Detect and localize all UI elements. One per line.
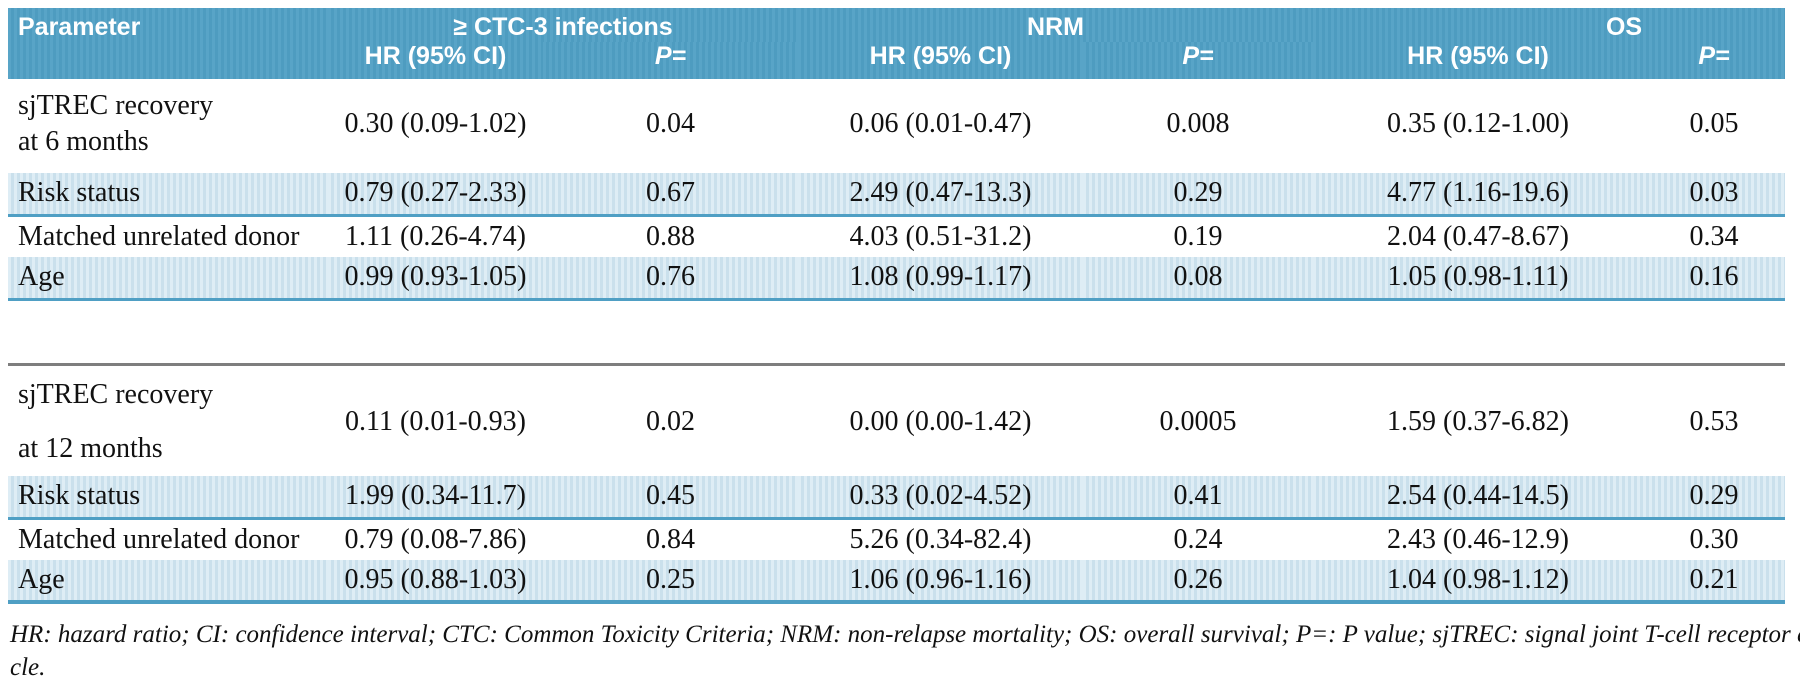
table-row: Matched unrelated donor 1.11 (0.26-4.74)…	[8, 215, 1786, 257]
hr-ci-cell: 0.95 (0.88-1.03)	[328, 560, 543, 604]
footnote-line-1: HR: hazard ratio; CI: confidence interva…	[10, 621, 1800, 648]
hr-ci-cell: 1.05 (0.98-1.11)	[1313, 257, 1644, 301]
table-row: sjTREC recovery at 6 months 0.30 (0.09-1…	[8, 79, 1786, 173]
p-value-cell: 0.45	[543, 476, 799, 520]
column-header-p-3: P=	[1643, 42, 1786, 79]
parameter-line-2: at 12 months	[18, 433, 163, 464]
group-header-os: OS	[1313, 8, 1786, 42]
p-value-cell: 0.21	[1643, 560, 1786, 604]
p-value-cell: 0.03	[1643, 173, 1786, 217]
parameter-cell: Age	[8, 560, 328, 604]
hr-ci-cell: 2.49 (0.47-13.3)	[798, 173, 1084, 217]
p-value-cell: 0.24	[1083, 518, 1314, 560]
column-header-p-2: P=	[1083, 42, 1314, 79]
table-row: Age 0.99 (0.93-1.05) 0.76 1.08 (0.99-1.1…	[8, 257, 1786, 301]
group-header-nrm: NRM	[798, 8, 1314, 42]
p-value-cell: 0.53	[1643, 368, 1786, 476]
cox-regression-table: Parameter ≥ CTC-3 infections NRM OS HR (…	[8, 8, 1786, 604]
hr-ci-cell: 1.11 (0.26-4.74)	[328, 215, 543, 257]
hr-ci-cell: 1.59 (0.37-6.82)	[1313, 368, 1644, 476]
hr-ci-cell: 2.54 (0.44-14.5)	[1313, 476, 1644, 520]
hr-ci-cell: 2.43 (0.46-12.9)	[1313, 518, 1644, 560]
parameter-cell: Risk status	[8, 476, 328, 520]
header-row-columns: HR (95% CI) P= HR (95% CI) P= HR (95% CI…	[8, 42, 1786, 79]
p-value-cell: 0.08	[1083, 257, 1314, 301]
p-value-cell: 0.67	[543, 173, 799, 217]
table-row: Risk status 0.79 (0.27-2.33) 0.67 2.49 (…	[8, 173, 1786, 217]
table-row: Risk status 1.99 (0.34-11.7) 0.45 0.33 (…	[8, 476, 1786, 520]
p-value-cell: 0.88	[543, 215, 799, 257]
parameter-line-1: sjTREC recovery	[18, 379, 214, 410]
hr-ci-cell: 0.30 (0.09-1.02)	[328, 79, 543, 173]
hr-ci-cell: 4.77 (1.16-19.6)	[1313, 173, 1644, 217]
p-value-cell: 0.29	[1643, 476, 1786, 520]
hr-ci-cell: 0.00 (0.00-1.42)	[798, 368, 1084, 476]
section-divider	[8, 299, 1786, 366]
table-row: Matched unrelated donor 0.79 (0.08-7.86)…	[8, 518, 1786, 560]
parameter-cell: sjTREC recovery at 12 months	[8, 368, 328, 476]
hr-ci-cell: 4.03 (0.51-31.2)	[798, 215, 1084, 257]
table-header: Parameter ≥ CTC-3 infections NRM OS HR (…	[8, 8, 1786, 79]
p-value-cell: 0.41	[1083, 476, 1314, 520]
parameter-cell: Matched unrelated donor	[8, 518, 328, 560]
table-row: sjTREC recovery at 12 months 0.11 (0.01-…	[8, 368, 1786, 476]
p-value-cell: 0.16	[1643, 257, 1786, 301]
p-value-cell: 0.76	[543, 257, 799, 301]
column-header-hr-ci-1: HR (95% CI)	[328, 42, 543, 79]
parameter-line-1: sjTREC recovery	[18, 90, 214, 121]
column-header-p-1: P=	[543, 42, 799, 79]
hr-ci-cell: 0.11 (0.01-0.93)	[328, 368, 543, 476]
p-value-cell: 0.008	[1083, 79, 1314, 173]
p-value-cell: 0.04	[543, 79, 799, 173]
footnote-line-2: cle.	[10, 654, 46, 681]
column-header-hr-ci-3: HR (95% CI)	[1313, 42, 1644, 79]
parameter-line-2: at 6 months	[18, 126, 149, 157]
hr-ci-cell: 0.06 (0.01-0.47)	[798, 79, 1084, 173]
p-value-cell: 0.34	[1643, 215, 1786, 257]
hr-ci-cell: 1.99 (0.34-11.7)	[328, 476, 543, 520]
column-header-hr-ci-2: HR (95% CI)	[798, 42, 1084, 79]
p-value-cell: 0.84	[543, 518, 799, 560]
p-value-cell: 0.30	[1643, 518, 1786, 560]
footnote: HR: hazard ratio; CI: confidence interva…	[10, 618, 1800, 684]
hr-ci-cell: 1.08 (0.99-1.17)	[798, 257, 1084, 301]
p-value-cell: 0.25	[543, 560, 799, 604]
hr-ci-cell: 0.99 (0.93-1.05)	[328, 257, 543, 301]
hr-ci-cell: 5.26 (0.34-82.4)	[798, 518, 1084, 560]
parameter-cell: Matched unrelated donor	[8, 215, 328, 257]
hr-ci-cell: 0.79 (0.27-2.33)	[328, 173, 543, 217]
p-value-cell: 0.29	[1083, 173, 1314, 217]
p-value-cell: 0.05	[1643, 79, 1786, 173]
hr-ci-cell: 1.06 (0.96-1.16)	[798, 560, 1084, 604]
hr-ci-cell: 0.35 (0.12-1.00)	[1313, 79, 1644, 173]
hr-ci-cell: 0.79 (0.08-7.86)	[328, 518, 543, 560]
hr-ci-cell: 1.04 (0.98-1.12)	[1313, 560, 1644, 604]
p-value-cell: 0.0005	[1083, 368, 1314, 476]
p-value-cell: 0.26	[1083, 560, 1314, 604]
table-row: Age 0.95 (0.88-1.03) 0.25 1.06 (0.96-1.1…	[8, 560, 1786, 604]
section-divider-spacer	[8, 364, 1786, 368]
parameter-cell: Age	[8, 257, 328, 301]
column-header-parameter: Parameter	[8, 8, 328, 79]
group-header-ctc3-infections: ≥ CTC-3 infections	[328, 8, 799, 42]
p-value-cell: 0.19	[1083, 215, 1314, 257]
header-row-groups: Parameter ≥ CTC-3 infections NRM OS	[8, 8, 1786, 79]
hr-ci-cell: 0.33 (0.02-4.52)	[798, 476, 1084, 520]
hr-ci-cell: 2.04 (0.47-8.67)	[1313, 215, 1644, 257]
parameter-cell: sjTREC recovery at 6 months	[8, 79, 328, 173]
p-value-cell: 0.02	[543, 368, 799, 476]
parameter-cell: Risk status	[8, 173, 328, 217]
